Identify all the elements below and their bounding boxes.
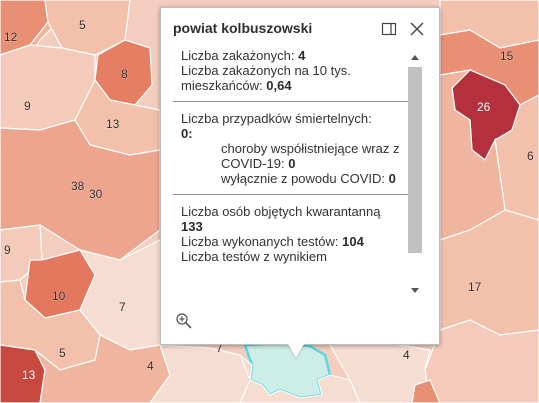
- region-12[interactable]: [0, 0, 49, 56]
- tests-positive-line: Liczba testów z wynikiem: [181, 249, 401, 264]
- divider: [173, 101, 409, 102]
- map-label-9-top: 9: [24, 99, 31, 113]
- tests-value: 104: [342, 234, 364, 249]
- cases-per10k-value: 0,64: [266, 78, 292, 93]
- map-label-13-top: 13: [106, 117, 120, 131]
- popup-content: Liczba zakażonych: 4 Liczba zakażonych n…: [173, 48, 409, 294]
- popup-title: powiat kolbuszowski: [173, 20, 313, 36]
- covid-only-line: wyłącznie z powodu COVID: 0: [181, 171, 401, 186]
- tests-label: Liczba wykonanych testów:: [181, 234, 343, 249]
- comorb-value: 0: [288, 156, 296, 171]
- deaths-section: Liczba przypadków śmiertelnych: 0: choro…: [173, 111, 409, 186]
- map-label-7-small: 7: [216, 341, 223, 355]
- covid-only-value: 0: [388, 171, 396, 186]
- cases-value: 4: [298, 48, 306, 63]
- map-label-4-right: 4: [403, 348, 410, 362]
- quarantine-value: 133: [181, 219, 203, 234]
- map-label-6: 6: [527, 149, 534, 163]
- map-label-30: 30: [89, 187, 103, 201]
- scroll-thumb[interactable]: [408, 67, 422, 253]
- cases-line: Liczba zakażonych: 4: [181, 48, 401, 63]
- cases-per10k-label: Liczba zakażonych na 10 tys. mieszkańców…: [181, 63, 351, 93]
- region-below-selected[interactable]: [239, 354, 361, 403]
- feature-popup: powiat kolbuszowski Liczba zakażonych: 4…: [160, 7, 440, 345]
- deaths-line: Liczba przypadków śmiertelnych: 0:: [181, 111, 401, 141]
- map-label-4-bottom: 4: [147, 359, 154, 373]
- region-right-bottom[interactable]: [424, 319, 539, 403]
- zoom-to-icon[interactable]: [175, 312, 193, 330]
- cases-per10k-line: Liczba zakażonych na 10 tys. mieszkańców…: [181, 63, 401, 93]
- popup-footer: [175, 312, 195, 332]
- map-label-12: 12: [4, 30, 18, 44]
- close-icon[interactable]: [409, 21, 425, 37]
- scroll-up-arrow-icon[interactable]: [411, 55, 419, 60]
- map-label-9-left: 9: [4, 243, 11, 257]
- map-label-8: 8: [121, 67, 128, 81]
- map-label-7: 7: [119, 300, 126, 314]
- tests-line: Liczba wykonanych testów: 104: [181, 234, 401, 249]
- map-label-13-bottom: 13: [22, 368, 36, 382]
- map-label-10: 10: [52, 289, 66, 303]
- map-label-5: 5: [79, 18, 86, 32]
- map-label-5-bottom: 5: [59, 346, 66, 360]
- divider: [173, 194, 409, 195]
- region-bottom-right-strong[interactable]: [411, 379, 441, 403]
- deaths-label: Liczba przypadków śmiertelnych:: [181, 111, 372, 126]
- quarantine-line: Liczba osób objętych kwarantanną 133: [181, 204, 401, 234]
- map-label-38: 38: [71, 179, 85, 193]
- tests-positive-label: Liczba testów z wynikiem: [181, 249, 327, 264]
- popup-header: powiat kolbuszowski: [173, 20, 427, 40]
- scroll-down-arrow-icon[interactable]: [411, 288, 419, 293]
- covid-only-label: wyłącznie z powodu COVID:: [221, 171, 389, 186]
- popup-scrollbar[interactable]: [408, 55, 422, 293]
- cases-section: Liczba zakażonych: 4 Liczba zakażonych n…: [173, 48, 409, 93]
- tests-section: Liczba osób objętych kwarantanną 133 Lic…: [173, 204, 409, 264]
- comorb-line: choroby współistniejące wraz z COVID-19:…: [181, 141, 401, 171]
- cases-label: Liczba zakażonych:: [181, 48, 299, 63]
- popup-pointer: [288, 344, 304, 358]
- map-label-15: 15: [500, 49, 514, 63]
- map-label-17: 17: [468, 280, 482, 294]
- map-label-26: 26: [477, 100, 491, 114]
- deaths-value: 0:: [181, 126, 193, 141]
- quarantine-label: Liczba osób objętych kwarantanną: [181, 204, 381, 219]
- comorb-label: choroby współistniejące wraz z COVID-19:: [221, 141, 400, 171]
- dock-panel-icon[interactable]: [381, 21, 397, 37]
